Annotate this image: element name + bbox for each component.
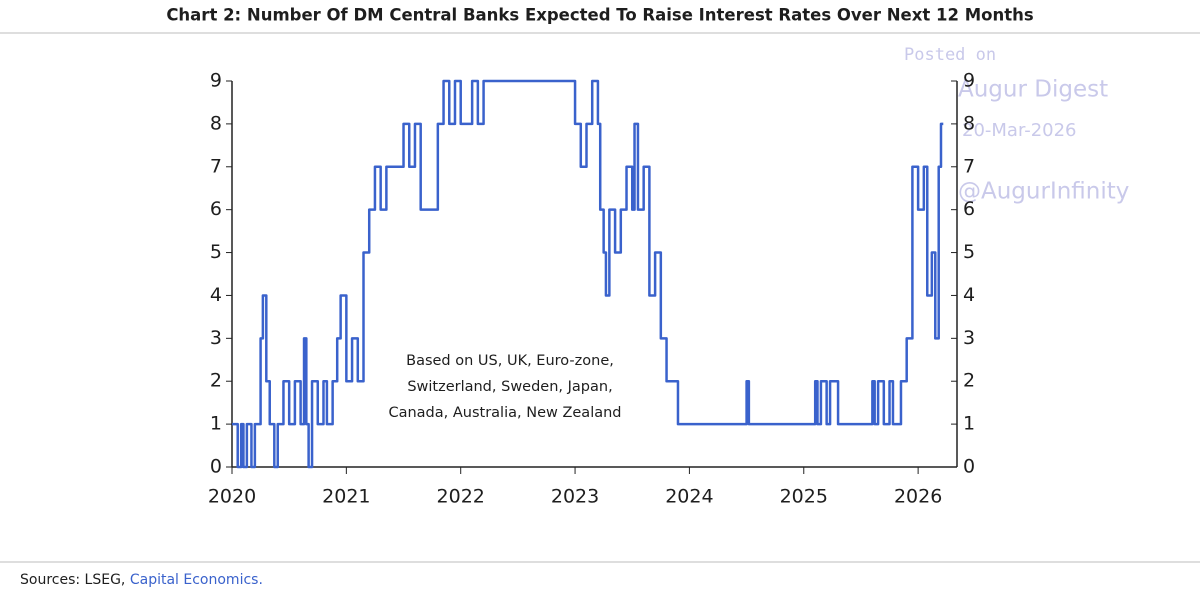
- watermark: 20-Mar-2026: [962, 120, 1077, 141]
- y2-tick-label: 5: [963, 241, 975, 263]
- annotation: Switzerland, Sweden, Japan,: [407, 379, 612, 395]
- y-tick-label: 9: [210, 70, 222, 92]
- y2-tick-label: 0: [963, 456, 975, 478]
- y-tick-label: 6: [210, 198, 222, 220]
- source: Sources: LSEG, Capital Economics.: [20, 572, 263, 588]
- x-tick-label: 2021: [322, 486, 370, 508]
- x-tick-label: 2022: [437, 486, 485, 508]
- x-tick-label: 2020: [208, 486, 256, 508]
- y2-tick-label: 3: [963, 327, 975, 349]
- y2-tick-label: 8: [963, 112, 975, 134]
- x-tick-label: 2024: [665, 486, 713, 508]
- watermark: @AugurInfinity: [958, 179, 1129, 205]
- watermark: Posted on: [904, 45, 996, 65]
- y-tick-label: 0: [210, 456, 222, 478]
- y2-tick-label: 7: [963, 155, 975, 177]
- chart-title: Chart 2: Number Of DM Central Banks Expe…: [166, 6, 1034, 25]
- y2-tick-label: 1: [963, 413, 975, 435]
- y-tick-label: 7: [210, 155, 222, 177]
- annotation: Based on US, UK, Euro-zone,: [406, 353, 614, 369]
- x-tick-label: 2025: [780, 486, 828, 508]
- y2-tick-label: 9: [963, 70, 975, 92]
- watermark: Augur Digest: [958, 77, 1108, 103]
- data-line: [232, 79, 944, 469]
- annotation: Canada, Australia, New Zealand: [388, 405, 621, 421]
- y-tick-label: 1: [210, 413, 222, 435]
- y2-tick-label: 6: [963, 198, 975, 220]
- y2-tick-label: 4: [963, 284, 975, 306]
- y-tick-label: 2: [210, 370, 222, 392]
- y-tick-label: 4: [210, 284, 222, 306]
- x-tick-label: 2026: [894, 486, 942, 508]
- y2-tick-label: 2: [963, 370, 975, 392]
- source-text: Sources: LSEG,: [20, 572, 125, 588]
- source-link: Capital Economics.: [130, 572, 263, 588]
- y-tick-label: 8: [210, 112, 222, 134]
- x-tick-label: 2023: [551, 486, 599, 508]
- y-tick-label: 5: [210, 241, 222, 263]
- y-tick-label: 3: [210, 327, 222, 349]
